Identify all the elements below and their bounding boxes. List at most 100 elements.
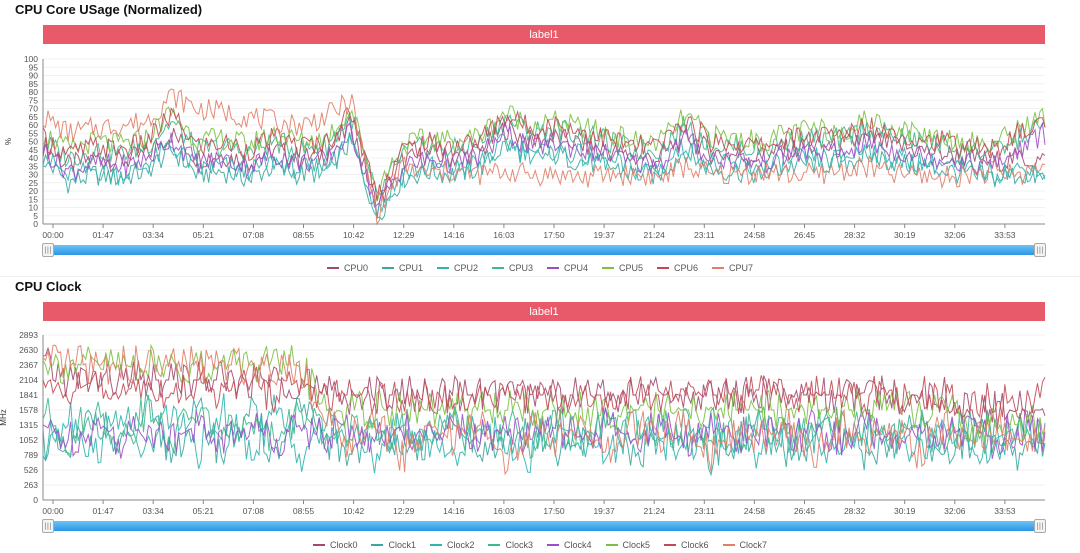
legend-swatch	[722, 544, 735, 546]
y-tick-label: 2104	[19, 375, 38, 385]
chart-banner[interactable]: label1	[43, 302, 1045, 321]
x-tick-label: 08:55	[293, 230, 315, 240]
legend-item[interactable]: Clock5	[605, 538, 650, 552]
y-tick-label: 50	[29, 137, 39, 147]
legend-swatch	[605, 544, 618, 546]
x-tick-label: 33:53	[994, 506, 1016, 516]
x-tick-label: 07:08	[243, 230, 265, 240]
y-tick-label: 0	[33, 219, 38, 229]
legend-swatch	[488, 544, 501, 546]
x-tick-label: 30:19	[894, 506, 916, 516]
legend-swatch	[547, 267, 559, 269]
legend-item[interactable]: CPU0	[326, 261, 368, 275]
legend-item[interactable]: CPU4	[547, 261, 588, 275]
chart-title: CPU Core USage (Normalized)	[15, 2, 203, 17]
legend-item[interactable]: CPU5	[602, 261, 643, 275]
y-tick-label: 20	[29, 186, 39, 196]
time-range-slider[interactable]: ||| |||	[42, 243, 1046, 257]
y-tick-label: 90	[29, 71, 39, 81]
series-line-cpu4	[42, 120, 1046, 208]
legend-label: Clock7	[739, 540, 768, 550]
series-line-clock1	[42, 392, 1046, 477]
slider-end-handle[interactable]: |||	[1034, 519, 1046, 533]
legend-swatch	[326, 267, 339, 269]
legend-swatch	[381, 267, 394, 269]
y-tick-label: 1841	[19, 390, 38, 400]
slider-start-handle[interactable]: |||	[42, 519, 54, 533]
y-tick-label: 789	[24, 450, 38, 460]
y-tick-label: 263	[24, 480, 38, 490]
series-line-cpu7	[42, 88, 1046, 226]
section-divider	[0, 276, 1080, 277]
legend-item[interactable]: CPU1	[381, 261, 423, 275]
slider-start-handle[interactable]: |||	[42, 243, 54, 257]
legend-item[interactable]: Clock3	[488, 538, 533, 552]
series-line-cpu1	[42, 132, 1046, 221]
x-tick-label: 00:00	[42, 230, 64, 240]
legend-item[interactable]: CPU7	[712, 261, 753, 275]
legend-label: Clock2	[446, 540, 475, 550]
y-tick-label: 526	[24, 465, 38, 475]
x-tick-label: 00:00	[42, 506, 64, 516]
y-tick-label: 95	[29, 62, 39, 72]
x-tick-label: 01:47	[92, 230, 114, 240]
x-tick-label: 30:19	[894, 230, 916, 240]
x-tick-label: 12:29	[393, 506, 415, 516]
x-tick-label: 10:42	[343, 506, 365, 516]
legend-swatch	[312, 544, 325, 546]
chart-banner[interactable]: label1	[43, 25, 1045, 44]
legend-swatch	[371, 544, 384, 546]
x-tick-label: 07:08	[243, 506, 265, 516]
series-line-cpu6	[42, 106, 1046, 201]
legend-item[interactable]: Clock2	[429, 538, 475, 552]
legend-label: CPU1	[398, 263, 423, 273]
legend-swatch	[664, 544, 677, 546]
x-tick-label: 17:50	[543, 230, 565, 240]
legend-label: Clock3	[505, 540, 533, 550]
legend-item[interactable]: Clock4	[547, 538, 592, 552]
legend-swatch	[491, 267, 504, 269]
legend-item[interactable]: Clock6	[664, 538, 709, 552]
x-tick-label: 14:16	[443, 230, 465, 240]
x-tick-label: 12:29	[393, 230, 415, 240]
x-tick-label: 03:34	[143, 506, 165, 516]
legend-item[interactable]: CPU6	[657, 261, 698, 275]
y-tick-label: 30	[29, 170, 39, 180]
legend-item[interactable]: CPU2	[436, 261, 478, 275]
legend-label: Clock6	[681, 540, 709, 550]
legend-label: CPU3	[508, 263, 533, 273]
y-tick-label: 5	[33, 211, 38, 221]
x-tick-label: 14:16	[443, 506, 465, 516]
y-tick-label: 2630	[19, 345, 38, 355]
y-tick-label: 1315	[19, 420, 38, 430]
legend-item[interactable]: CPU3	[491, 261, 533, 275]
series-line-cpu5	[42, 105, 1046, 202]
y-tick-label: 25	[29, 178, 39, 188]
legend-swatch	[436, 267, 449, 269]
x-tick-label: 05:21	[193, 230, 215, 240]
y-tick-label: 45	[29, 145, 39, 155]
legend-label: CPU7	[729, 263, 754, 273]
y-tick-label: 100	[24, 54, 38, 64]
cpu-usage-chart: 0510152025303540455055606570758085909510…	[4, 54, 1046, 240]
slider-end-handle[interactable]: |||	[1034, 243, 1046, 257]
legend-swatch	[657, 267, 670, 269]
x-tick-label: 16:03	[493, 506, 515, 516]
cpu-clock-chart: 0 263 526 789 1052 1315 1578 1841 2104 2367 2630 28…	[0, 330, 1046, 516]
series-line-clock5	[42, 343, 1046, 444]
legend-item[interactable]: Clock1	[371, 538, 416, 552]
x-tick-label: 28:32	[844, 506, 866, 516]
y-tick-label: 55	[29, 128, 39, 138]
series-line-clock7	[42, 344, 1046, 476]
legend-swatch	[547, 544, 559, 546]
y-tick-label: 65	[29, 112, 39, 122]
time-range-slider[interactable]: ||| |||	[42, 519, 1046, 533]
x-tick-label: 26:45	[794, 506, 816, 516]
legend-label: Clock0	[329, 540, 358, 550]
legend-swatch	[429, 544, 442, 546]
y-tick-label: 1052	[19, 435, 38, 445]
legend-item[interactable]: Clock7	[722, 538, 768, 552]
legend-item[interactable]: Clock0	[312, 538, 358, 552]
y-tick-label: 0	[33, 495, 38, 505]
x-tick-label: 19:37	[593, 506, 615, 516]
